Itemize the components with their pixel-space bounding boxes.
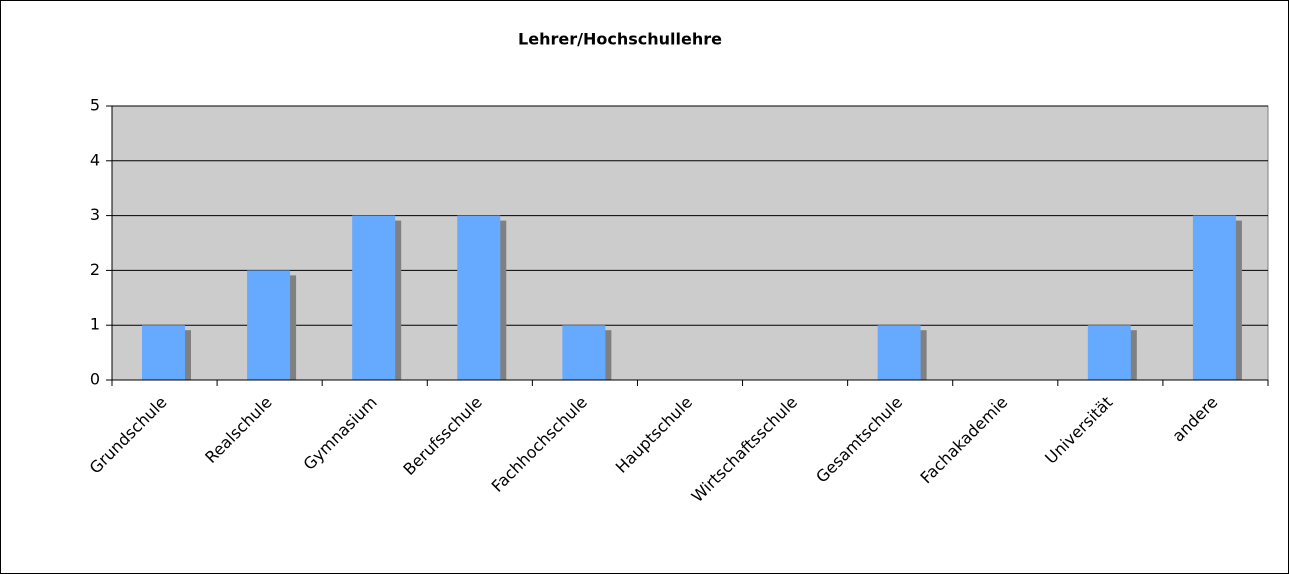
bar (877, 325, 921, 380)
bar (1192, 215, 1236, 380)
bar (142, 325, 185, 380)
bar (247, 270, 291, 380)
y-tick-label: 1 (90, 315, 100, 334)
y-tick-label: 3 (90, 205, 100, 224)
bar (562, 325, 606, 380)
chart-title: Lehrer/Hochschullehre (518, 30, 722, 49)
plot-area (111, 105, 1269, 381)
y-tick-label: 0 (90, 370, 100, 389)
bar (457, 215, 501, 380)
bar (352, 215, 396, 380)
y-tick-label: 2 (90, 260, 100, 279)
y-tick-label: 5 (90, 96, 100, 115)
bar (1087, 325, 1131, 380)
y-tick-label: 4 (90, 150, 100, 169)
